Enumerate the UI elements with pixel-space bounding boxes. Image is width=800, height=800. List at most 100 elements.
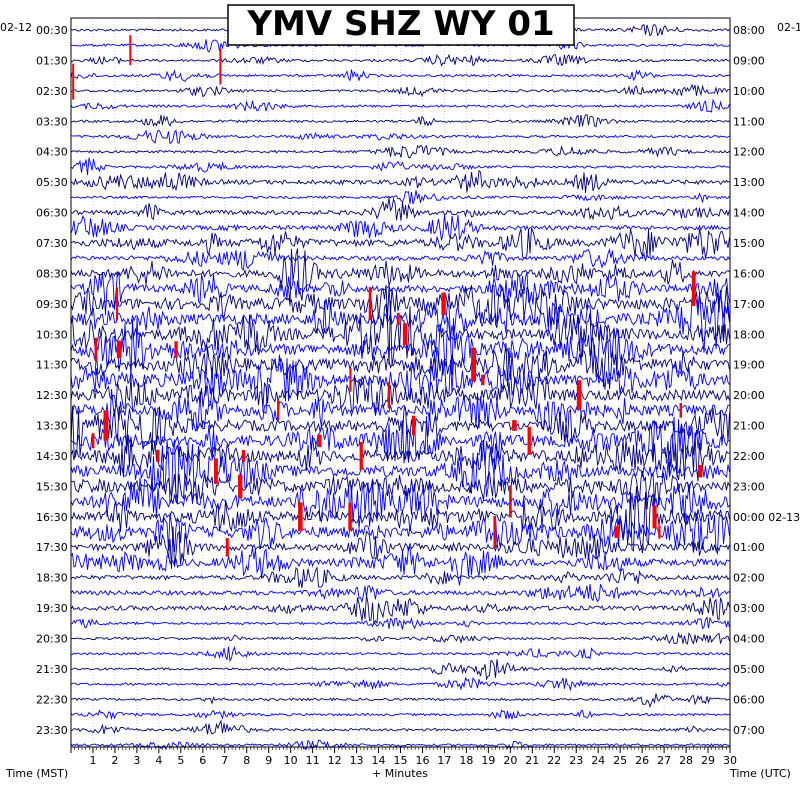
trace-line (70, 227, 730, 259)
y-axis-right-label: Time (UTC) (729, 767, 791, 780)
chart-title: YMV SHZ WY 01 (246, 4, 554, 44)
x-tick-label: 24 (591, 754, 605, 767)
x-tick-label: 22 (547, 754, 561, 767)
clipped-signal-group (72, 35, 703, 557)
trace-line (70, 248, 730, 271)
trace-line (70, 270, 730, 316)
x-tick-label: 6 (199, 754, 206, 767)
x-tick-label: 1 (89, 754, 96, 767)
x-tick-label: 3 (133, 754, 140, 767)
left-time-label: 16:30 (36, 511, 68, 524)
x-tick-label: 14 (372, 754, 386, 767)
left-time-label: 14:30 (36, 450, 68, 463)
right-time-label: 07:00 (733, 724, 765, 737)
left-time-labels: 00:30 01:30 02:30 03:30 04:30 05:30 06:30 07:30… (36, 24, 68, 737)
left-date-label: 02-12 (0, 21, 32, 34)
right-time-label: 09:00 (733, 54, 765, 67)
trace-line (70, 439, 730, 504)
trace-line (70, 53, 730, 67)
trace-line (70, 526, 730, 569)
trace-line (70, 248, 730, 307)
trace-line (70, 739, 730, 750)
x-tick-label: 9 (265, 754, 272, 767)
trace-line (70, 300, 730, 366)
left-time-label: 12:30 (36, 389, 68, 402)
left-time-label: 23:30 (36, 724, 68, 737)
trace-line (70, 470, 730, 510)
left-time-label: 06:30 (36, 207, 68, 220)
left-time-label: 19:30 (36, 602, 68, 615)
left-time-label: 02:30 (36, 85, 68, 98)
trace-line (70, 583, 730, 604)
x-tick-label: 21 (525, 754, 539, 767)
x-tick-label: 8 (243, 754, 250, 767)
right-time-label: 19:00 (733, 359, 765, 372)
trace-line (70, 197, 730, 221)
trace-line (70, 144, 730, 159)
right-time-label: 11:00 (733, 115, 765, 128)
x-tick-label: 11 (306, 754, 320, 767)
right-time-label: 21:00 (733, 420, 765, 433)
x-tick-label: 23 (569, 754, 583, 767)
left-time-label: 08:30 (36, 267, 68, 280)
left-time-label: 13:30 (36, 420, 68, 433)
right-time-label: 15:00 (733, 237, 765, 250)
left-time-label: 20:30 (36, 633, 68, 646)
x-tick-label: 26 (635, 754, 649, 767)
x-tick-label: 2 (111, 754, 118, 767)
x-tick-label: 20 (503, 754, 517, 767)
right-time-labels: 08:00 09:00 10:00 11:00 12:00 13:00 14:00 15:00… (733, 24, 800, 737)
title-box (227, 4, 575, 46)
left-time-label: 21:30 (36, 663, 68, 676)
trace-line (70, 292, 730, 353)
x-tick-label: 25 (613, 754, 627, 767)
x-tick-label: 17 (437, 754, 451, 767)
left-time-label: 15:30 (36, 480, 68, 493)
trace-line (70, 83, 730, 98)
right-time-label: 14:00 (733, 207, 765, 220)
right-time-label: 12:00 (733, 146, 765, 159)
trace-line (70, 616, 730, 630)
right-time-label: 06:00 (733, 693, 765, 706)
trace-line (70, 676, 730, 692)
x-axis-ticks: 1 2 3 4 5 6 7 8 9 10 11 12 13 14 15 16 17 18 19 20 21 22 23 24 2… (70, 747, 737, 767)
trace-line (70, 645, 730, 663)
x-tick-label: 4 (155, 754, 162, 767)
right-time-label: 22:00 (733, 450, 765, 463)
x-tick-label: 19 (481, 754, 495, 767)
right-time-label: 23:00 (733, 480, 765, 493)
left-time-label: 09:30 (36, 298, 68, 311)
trace-line (70, 659, 730, 681)
left-time-label: 10:30 (36, 328, 68, 341)
x-tick-label: 7 (221, 754, 228, 767)
right-time-label: 18:00 (733, 328, 765, 341)
trace-line (70, 98, 730, 113)
trace-line (70, 405, 730, 459)
trace-group (70, 23, 730, 750)
left-time-label: 05:30 (36, 176, 68, 189)
trace-line (70, 129, 730, 145)
left-time-label: 03:30 (36, 115, 68, 128)
trace-line (70, 285, 730, 328)
trace-line (70, 213, 730, 241)
right-time-label: 02:00 (733, 572, 765, 585)
trace-line (70, 157, 730, 176)
right-time-label: 04:00 (733, 633, 765, 646)
trace-line (70, 709, 730, 721)
left-time-label: 07:30 (36, 237, 68, 250)
trace-line (70, 317, 730, 380)
right-time-label: 16:00 (733, 267, 765, 280)
right-time-label: 01:00 (733, 541, 765, 554)
right-time-label: 20:00 (733, 389, 765, 402)
right-time-label: 13:00 (733, 176, 765, 189)
x-tick-label: 30 (723, 754, 737, 767)
trace-line (70, 114, 730, 128)
left-time-label: 11:30 (36, 359, 68, 372)
right-time-label: 05:00 (733, 663, 765, 676)
trace-line (70, 340, 730, 389)
left-time-label: 17:30 (36, 541, 68, 554)
x-tick-label: 28 (679, 754, 693, 767)
trace-line (70, 69, 730, 83)
